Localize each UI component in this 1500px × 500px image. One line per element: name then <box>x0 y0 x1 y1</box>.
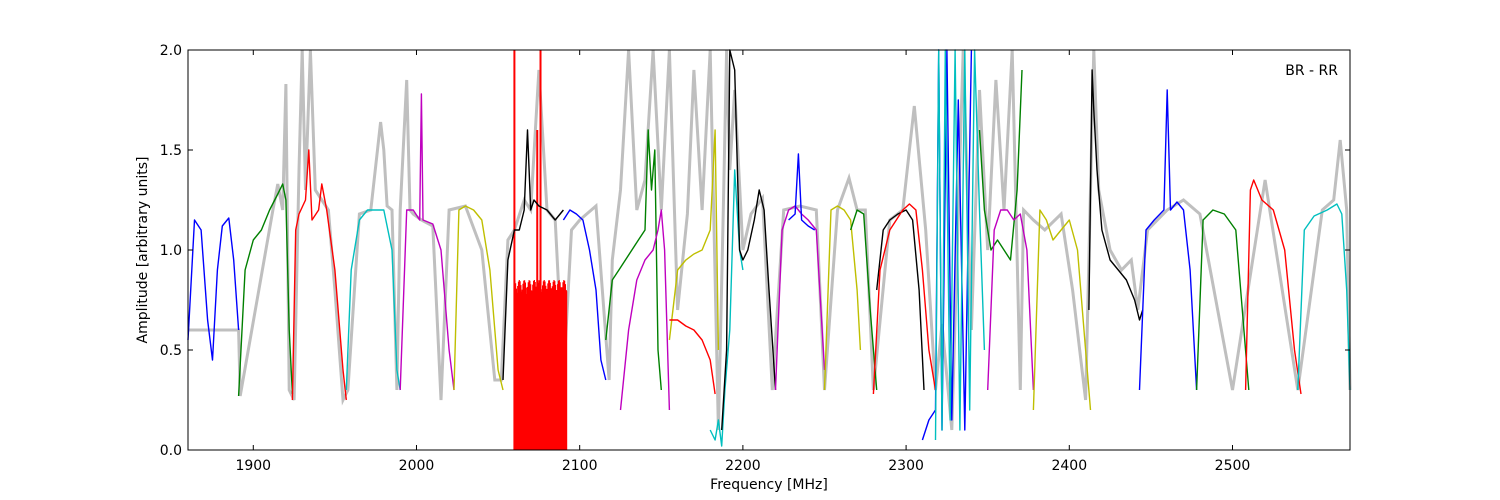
series-line-17 <box>849 209 878 391</box>
series-line-12 <box>709 169 744 447</box>
series-line-2 <box>291 149 347 401</box>
x-tick-label: 2200 <box>725 458 761 474</box>
y-tick-label: 0.5 <box>160 343 182 359</box>
series-line-7 <box>562 209 607 381</box>
background-series-layer <box>188 49 1352 431</box>
series-line-14 <box>774 205 826 391</box>
y-tick-label: 0.0 <box>160 443 182 459</box>
x-tick-label: 2100 <box>562 458 598 474</box>
series-line-9 <box>619 209 671 411</box>
series-line-23 <box>987 209 1035 391</box>
series-line-6 <box>502 129 564 381</box>
x-axis-label: Frequency [MHz] <box>710 477 828 493</box>
x-tick-label: 2300 <box>888 458 924 474</box>
tick-layer: 1900 2000 2100 2200 2300 2400 2500 0.0 0.5 1.0 1.5… <box>160 43 1350 474</box>
series-line-27 <box>1195 209 1250 391</box>
series-line-19 <box>872 203 937 395</box>
background-envelope-line <box>188 49 1352 431</box>
y-axis-label: Amplitude [arbitrary units] <box>135 157 151 344</box>
series-line-4 <box>399 93 455 391</box>
series-line-22 <box>978 69 1023 261</box>
series-line-21 <box>934 49 986 441</box>
x-tick-label: 1900 <box>235 458 271 474</box>
series-line-5 <box>453 205 504 391</box>
series-line-11 <box>669 319 716 395</box>
series-line-29 <box>1297 203 1351 391</box>
x-tick-label: 2400 <box>1051 458 1087 474</box>
series-line-3 <box>345 209 401 391</box>
series-line-1 <box>237 183 294 397</box>
y-tick-label: 1.0 <box>160 243 182 259</box>
series-line-15 <box>788 153 816 231</box>
y-tick-label: 1.5 <box>160 143 182 159</box>
series-line-0 <box>187 217 240 361</box>
series-line-24 <box>1032 209 1092 411</box>
y-tick-label: 2.0 <box>160 43 182 59</box>
x-tick-label: 2000 <box>399 458 435 474</box>
series-line-28 <box>1244 179 1302 395</box>
panel-label: BR - RR <box>1285 63 1338 79</box>
x-tick-label: 2500 <box>1215 458 1251 474</box>
series-line-26 <box>1138 89 1198 391</box>
series-line-25 <box>1088 69 1144 321</box>
series-layer <box>187 49 1351 447</box>
dense-band-layer <box>513 50 568 450</box>
series-line-13 <box>721 49 777 431</box>
series-line-10 <box>668 129 720 351</box>
series-line-8 <box>605 129 662 391</box>
series-line-16 <box>823 205 862 391</box>
